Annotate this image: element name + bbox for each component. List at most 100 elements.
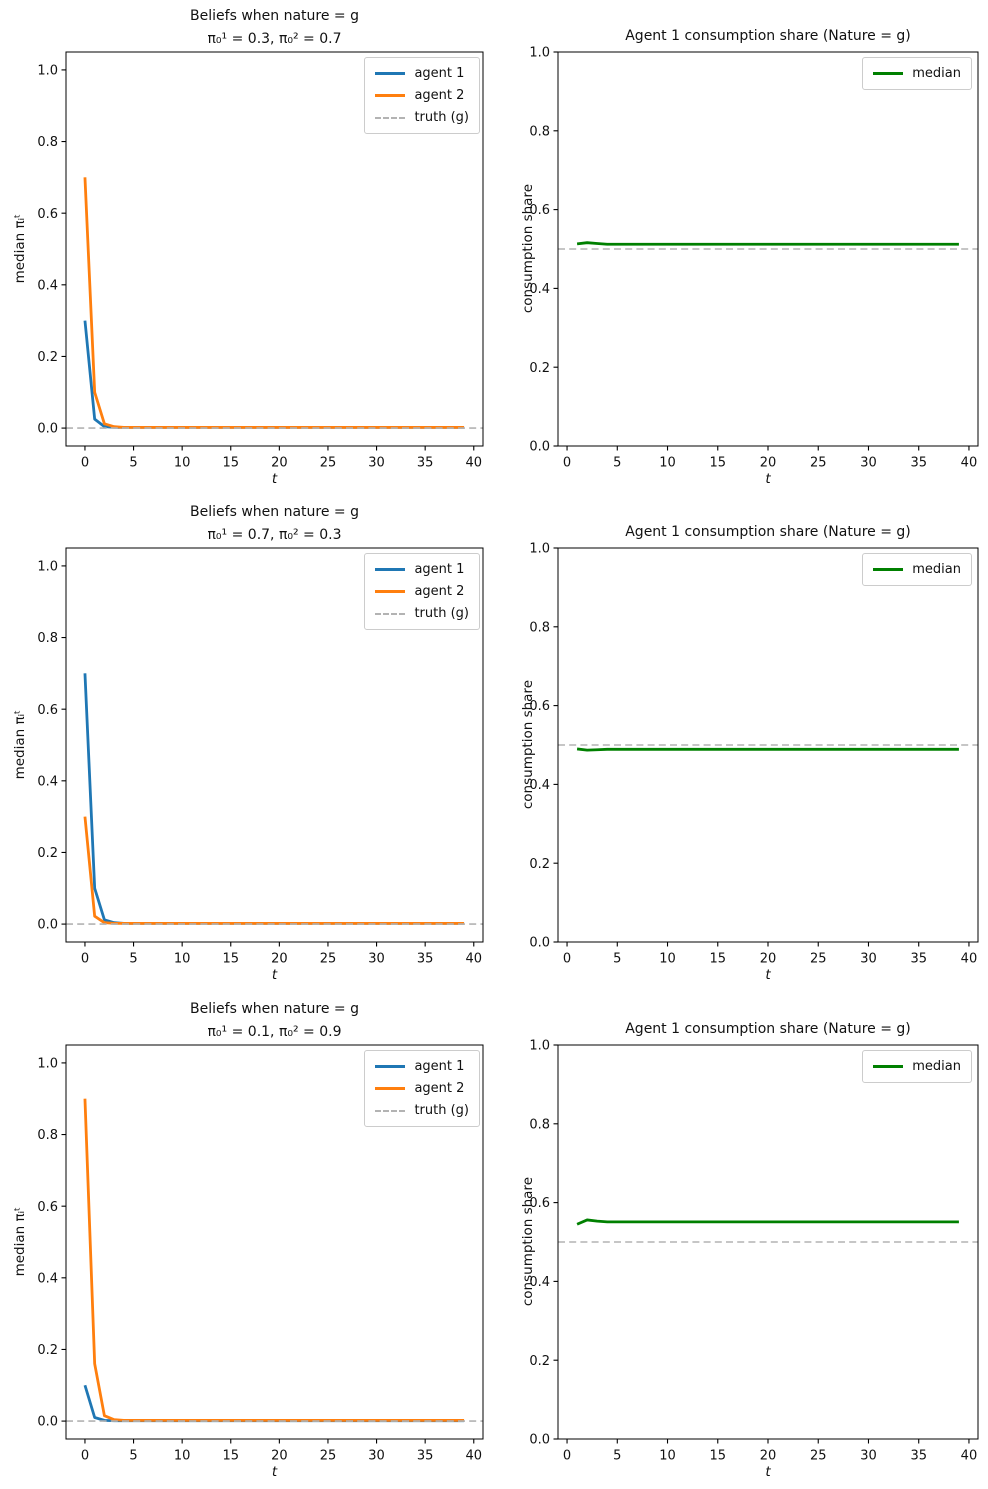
chart-title-line1: Agent 1 consumption share (Nature = g) — [625, 1021, 911, 1037]
series-line-agent-2 — [83, 1098, 465, 1422]
legend-label: median — [912, 66, 961, 81]
x-tick-label: 0 — [563, 1449, 571, 1464]
x-tick-label: 30 — [860, 1449, 877, 1464]
chart-title: Agent 1 consumption share (Nature = g) — [558, 521, 978, 544]
legend-label: agent 2 — [414, 88, 465, 103]
legend-swatch-truth-icon — [375, 1109, 406, 1112]
y-tick-label: 1.0 — [529, 46, 550, 61]
x-tick-label: 20 — [271, 1449, 288, 1464]
legend-label: agent 2 — [414, 1081, 465, 1096]
x-tick-label: 10 — [174, 952, 191, 967]
x-tick-label: 35 — [417, 456, 434, 471]
y-tick-label: 0.2 — [529, 857, 550, 872]
axis-ticks: 0 5 10 15 20 25 30 35 40 0.0 0.2 0.4 0.6 0.8 1.0 — [37, 1057, 482, 1464]
chart-title-line1: Agent 1 consumption share (Nature = g) — [625, 524, 911, 540]
legend-label: agent 1 — [414, 1059, 465, 1074]
x-tick-label: 20 — [271, 456, 288, 471]
axis-ticks: 0 5 10 15 20 25 30 35 40 0.0 0.2 0.4 0.6 0.8 1.0 — [529, 1039, 977, 1464]
x-tick-label: 5 — [129, 1449, 137, 1464]
legend-swatch-median-icon — [873, 568, 904, 571]
x-tick-label: 0 — [563, 952, 571, 967]
axis-ticks: 0 5 10 15 20 25 30 35 40 0.0 0.2 0.4 0.6 0.8 1.0 — [529, 542, 977, 967]
x-tick-label: 5 — [613, 456, 621, 471]
y-tick-label: 0.2 — [37, 350, 58, 365]
chart-title-line2: π₀¹ = 0.1, π₀² = 0.9 — [207, 1024, 342, 1040]
x-tick-label: 10 — [659, 1449, 676, 1464]
legend-label: truth (g) — [414, 110, 469, 125]
legend-item-median: median — [873, 562, 961, 577]
plot-canvas: 0 5 10 15 20 25 30 35 40 0.0 0.2 0.4 0.6 0.8 1.0 — [37, 1044, 484, 1464]
chart-title: Agent 1 consumption share (Nature = g) — [558, 25, 978, 48]
y-tick-label: 1.0 — [37, 64, 58, 79]
x-tick-label: 5 — [613, 1449, 621, 1464]
axes-frame — [65, 51, 484, 447]
legend-label: agent 2 — [414, 584, 465, 599]
legend-item-agent-2: agent 2 — [375, 584, 469, 599]
y-tick-label: 0.8 — [37, 135, 58, 150]
y-tick-label: 0.0 — [529, 936, 550, 951]
x-axis-label: t — [271, 1464, 278, 1480]
series-group — [83, 177, 465, 429]
series-group — [576, 747, 959, 752]
y-tick-label: 0.6 — [37, 703, 58, 718]
chart-title: Agent 1 consumption share (Nature = g) — [558, 1018, 978, 1041]
y-tick-label: 0.2 — [37, 1343, 58, 1358]
legend: median — [862, 553, 972, 586]
y-tick-label: 0.0 — [37, 422, 58, 437]
y-tick-label: 0.6 — [529, 699, 550, 714]
x-tick-label: 20 — [760, 1449, 777, 1464]
subplot-row1-beliefs: 0 5 10 15 20 25 30 35 40 0.0 0.2 0.4 0.6 0.8 1.0 Belie… — [0, 0, 494, 497]
legend-label: truth (g) — [414, 606, 469, 621]
x-tick-label: 10 — [659, 456, 676, 471]
x-tick-label: 35 — [417, 1449, 434, 1464]
legend-label: median — [912, 562, 961, 577]
series-group — [83, 673, 465, 925]
x-tick-label: 30 — [860, 952, 877, 967]
x-axis-label: t — [765, 1464, 771, 1480]
x-tick-label: 40 — [465, 952, 482, 967]
legend-swatch-median-icon — [873, 1065, 904, 1068]
x-tick-label: 25 — [810, 1449, 827, 1464]
y-tick-label: 0.4 — [37, 1271, 58, 1286]
plot-canvas: 0 5 10 15 20 25 30 35 40 0.0 0.2 0.4 0.6 0.8 1.0 — [529, 542, 979, 967]
legend-label: median — [912, 1059, 961, 1074]
x-tick-label: 5 — [129, 952, 137, 967]
subplot-row2-consumption: 0 5 10 15 20 25 30 35 40 0.0 0.2 0.4 0.6 0.8 1.0 Agent… — [494, 496, 988, 993]
chart-title: Beliefs when nature = g π₀¹ = 0.1, π₀² =… — [66, 998, 483, 1044]
axes-frame — [65, 547, 484, 943]
legend-item-median: median — [873, 66, 961, 81]
x-tick-label: 40 — [465, 456, 482, 471]
x-axis-label: t — [765, 967, 771, 983]
x-tick-label: 15 — [709, 1449, 726, 1464]
legend-item-agent-2: agent 2 — [375, 88, 469, 103]
y-tick-label: 0.2 — [529, 1354, 550, 1369]
y-tick-label: 0.2 — [37, 846, 58, 861]
x-tick-label: 10 — [174, 456, 191, 471]
x-tick-label: 10 — [174, 1449, 191, 1464]
x-tick-label: 30 — [368, 1449, 385, 1464]
chart-title: Beliefs when nature = g π₀¹ = 0.3, π₀² =… — [66, 5, 483, 51]
legend-swatch-agent-2-icon — [375, 590, 406, 593]
series-line-agent-1 — [83, 673, 465, 925]
legend-item-agent-2: agent 2 — [375, 1081, 469, 1096]
legend-swatch-agent-2-icon — [375, 1087, 406, 1090]
chart-title-line2: π₀¹ = 0.7, π₀² = 0.3 — [207, 527, 342, 543]
x-tick-label: 20 — [271, 952, 288, 967]
x-axis-label: t — [271, 967, 278, 983]
x-tick-label: 0 — [81, 456, 89, 471]
x-tick-label: 40 — [961, 456, 978, 471]
series-line-agent-2 — [83, 177, 465, 429]
legend-swatch-agent-1-icon — [375, 72, 406, 75]
legend-item-median: median — [873, 1059, 961, 1074]
plot-canvas: 0 5 10 15 20 25 30 35 40 0.0 0.2 0.4 0.6 0.8 1.0 — [37, 547, 484, 967]
y-tick-label: 0.8 — [37, 631, 58, 646]
chart-title-line1: Beliefs when nature = g — [190, 1001, 359, 1017]
chart-title-line1: Beliefs when nature = g — [190, 504, 359, 520]
y-axis-label: median πᵢᵗ — [12, 710, 28, 780]
legend-swatch-truth-icon — [375, 116, 406, 119]
x-tick-label: 25 — [320, 456, 337, 471]
y-tick-label: 0.8 — [529, 124, 550, 139]
legend-swatch-agent-1-icon — [375, 568, 406, 571]
x-tick-label: 20 — [760, 952, 777, 967]
x-tick-label: 0 — [81, 952, 89, 967]
